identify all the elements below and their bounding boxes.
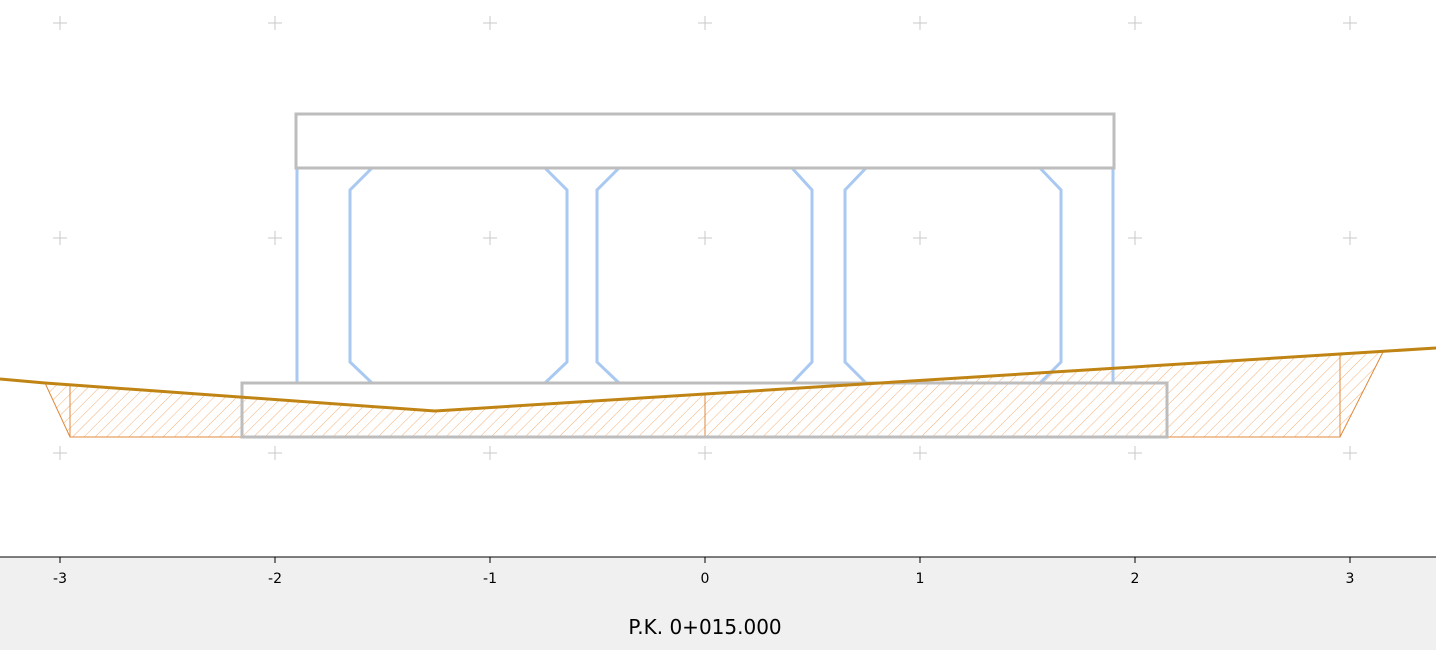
bottom-slab (240, 381, 1169, 439)
axis-ticks: -3 -2 -1 0 1 2 3 (53, 557, 1354, 587)
tick-label: -1 (483, 571, 497, 587)
top-slab (294, 112, 1116, 170)
station-label: P.K. 0+015.000 (628, 615, 781, 639)
axis-panel (0, 557, 1436, 650)
tick-label: -3 (53, 571, 67, 587)
grid-crosses (53, 16, 1357, 460)
terrain-line (0, 346, 1436, 413)
tick-label: -2 (268, 571, 282, 587)
tick-label: 1 (916, 571, 925, 587)
drawing-area (0, 0, 1436, 557)
tick-label: 0 (701, 571, 710, 587)
tick-label: 3 (1346, 571, 1355, 587)
tick-label: 2 (1131, 571, 1140, 587)
